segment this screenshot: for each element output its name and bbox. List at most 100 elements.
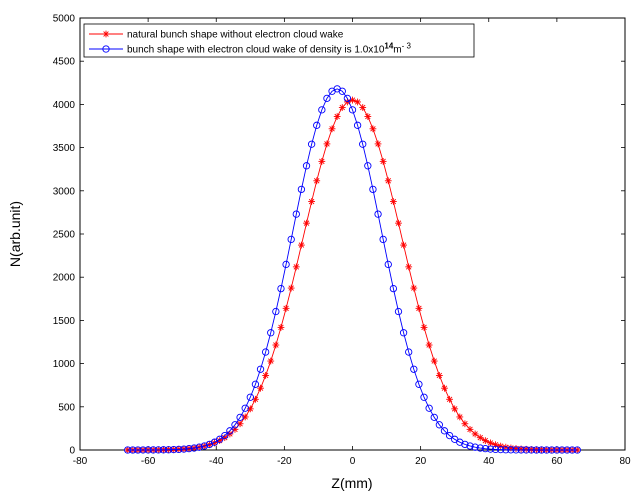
plot-area: [79, 17, 626, 451]
data-point-circle: [364, 162, 372, 170]
y-axis-ticks: 0 500 1000 1500 2000 2500 3000 3500 4000 4500 5000: [53, 14, 625, 457]
data-point-circle: [144, 446, 152, 454]
data-point-circle: [573, 446, 581, 454]
data-point-circle: [129, 446, 137, 454]
data-point-asterisk: [359, 104, 367, 111]
legend-label-natural: natural bunch shape without electron clo…: [127, 30, 344, 41]
data-point-asterisk: [303, 219, 310, 227]
series-ecloud: [124, 85, 581, 454]
data-point-circle: [481, 445, 489, 453]
data-point-circle: [282, 260, 290, 269]
x-tick-label: -60: [141, 456, 156, 467]
data-point-circle: [185, 445, 193, 453]
legend-box: [83, 23, 475, 58]
data-point-circle: [389, 284, 398, 293]
data-point-circle: [241, 404, 249, 412]
data-point-circle: [124, 446, 132, 454]
data-point-asterisk: [323, 140, 331, 148]
data-point-circle: [405, 348, 413, 356]
data-point-asterisk: [338, 104, 346, 111]
data-point-circle: [154, 446, 162, 454]
data-point-circle: [226, 427, 234, 435]
data-point-circle: [277, 284, 285, 293]
series-layer: [124, 85, 581, 454]
data-point-circle: [338, 87, 346, 95]
legend-ecloud-mid: m: [393, 45, 401, 56]
data-point-circle: [440, 427, 449, 435]
data-point-circle: [348, 106, 357, 114]
y-tick-label: 3000: [53, 186, 76, 197]
y-tick-label: 4500: [53, 57, 76, 68]
data-point-asterisk: [471, 430, 479, 438]
data-point-circle: [175, 445, 183, 454]
y-axis-label: N(arb.unit): [7, 201, 23, 267]
data-point-circle: [374, 210, 382, 218]
data-point-circle: [287, 235, 295, 244]
data-point-asterisk: [241, 413, 249, 421]
data-point-asterisk: [318, 157, 326, 165]
x-tick-label: -40: [209, 456, 224, 467]
data-point-circle: [134, 446, 142, 454]
data-point-circle: [369, 185, 377, 194]
data-point-circle: [221, 431, 229, 440]
data-point-asterisk: [277, 323, 285, 331]
data-point-asterisk: [257, 384, 264, 392]
data-point-circle: [568, 446, 576, 454]
data-point-circle: [307, 140, 316, 148]
legend-ecloud-sup1: 14: [384, 42, 393, 51]
data-point-asterisk: [461, 420, 469, 428]
data-point-asterisk: [389, 198, 397, 205]
data-point-circle: [384, 260, 392, 269]
data-point-asterisk: [395, 219, 402, 227]
x-tick-label: -80: [73, 456, 88, 467]
data-point-circle: [486, 445, 495, 453]
x-axis-label: Z(mm): [331, 475, 372, 491]
data-point-circle: [164, 446, 173, 454]
y-tick-label: 2500: [53, 230, 76, 241]
y-tick-label: 4000: [53, 100, 76, 111]
legend-marker-natural: [102, 30, 110, 38]
data-point-circle: [170, 445, 178, 454]
data-point-asterisk: [354, 98, 362, 106]
data-point-circle: [445, 431, 454, 440]
data-point-circle: [461, 440, 469, 449]
data-point-asterisk: [298, 241, 305, 249]
y-tick-label: 1500: [53, 316, 76, 327]
data-point-circle: [420, 393, 428, 401]
data-point-circle: [527, 446, 535, 454]
data-point-asterisk: [328, 125, 336, 133]
y-tick-label: 1000: [53, 359, 76, 370]
data-point-circle: [394, 307, 403, 316]
data-point-circle: [251, 380, 260, 388]
data-point-circle: [537, 446, 546, 454]
data-point-circle: [476, 444, 484, 452]
data-point-circle: [205, 440, 214, 449]
data-point-circle: [102, 45, 110, 53]
y-tick-label: 0: [69, 446, 75, 457]
data-point-circle: [563, 446, 571, 454]
data-point-circle: [543, 446, 551, 454]
data-point-circle: [159, 446, 168, 454]
data-point-circle: [558, 446, 566, 454]
data-point-circle: [216, 435, 224, 443]
data-point-circle: [359, 140, 367, 148]
data-point-circle: [491, 445, 500, 454]
legend-ecloud-prefix: bunch shape with electron cloud wake of …: [127, 45, 385, 56]
y-tick-label: 3500: [53, 143, 76, 154]
data-point-asterisk: [405, 263, 413, 271]
data-point-asterisk: [456, 413, 464, 421]
data-point-asterisk: [313, 177, 321, 185]
data-point-circle: [522, 446, 530, 454]
data-point-circle: [272, 307, 280, 316]
data-point-asterisk: [481, 437, 489, 445]
data-point-circle: [553, 446, 561, 454]
data-point-asterisk: [282, 304, 290, 312]
data-point-asterisk: [384, 177, 392, 185]
legend-marker-ecloud: [102, 45, 110, 53]
data-point-asterisk: [487, 439, 494, 447]
legend-label-ecloud: bunch shape with electron cloud wake of …: [127, 42, 412, 56]
data-point-asterisk: [272, 341, 280, 349]
data-point-circle: [195, 443, 203, 451]
data-point-circle: [246, 393, 254, 401]
data-point-circle: [313, 121, 321, 129]
